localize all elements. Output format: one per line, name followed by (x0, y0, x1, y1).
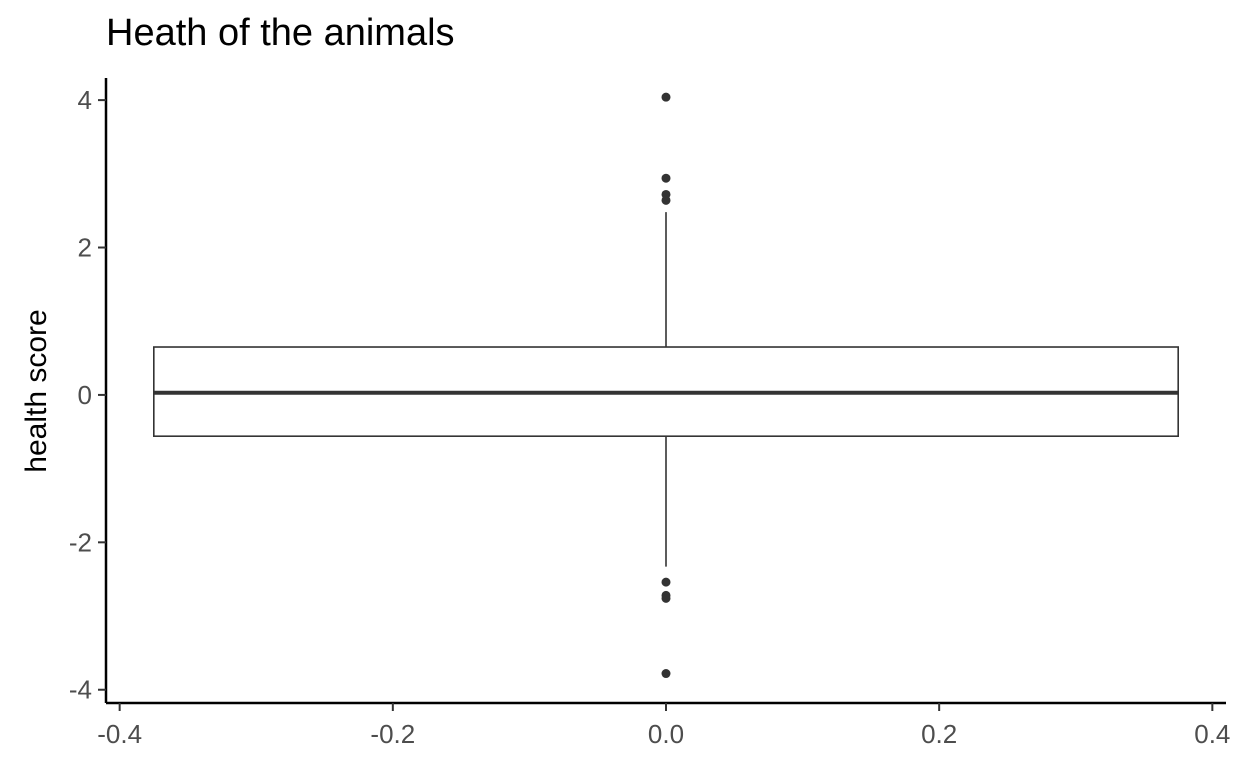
x-tick-label: -0.2 (370, 719, 415, 749)
x-ticks: -0.4 -0.2 0.0 0.2 0.4 (97, 703, 1230, 749)
x-tick-label: -0.4 (97, 719, 142, 749)
outlier-point (661, 577, 671, 587)
outlier-point (661, 669, 671, 679)
chart-title: Heath of the animals (106, 12, 455, 54)
y-ticks: -4 -2 0 2 4 (69, 85, 106, 705)
y-tick-label: 2 (78, 233, 92, 263)
outlier-point (661, 92, 671, 102)
y-tick-label: -2 (69, 527, 92, 557)
y-tick-label: 0 (78, 380, 92, 410)
plot-area (153, 92, 1179, 679)
y-axis-title: health score (20, 309, 53, 472)
x-tick-label: 0.4 (1194, 719, 1230, 749)
outlier-point (661, 593, 671, 603)
outlier-point (661, 195, 671, 205)
y-tick-label: -4 (69, 675, 92, 705)
y-tick-label: 4 (78, 85, 92, 115)
x-tick-label: 0.0 (648, 719, 684, 749)
outlier-point (661, 173, 671, 183)
x-tick-label: 0.2 (921, 719, 957, 749)
